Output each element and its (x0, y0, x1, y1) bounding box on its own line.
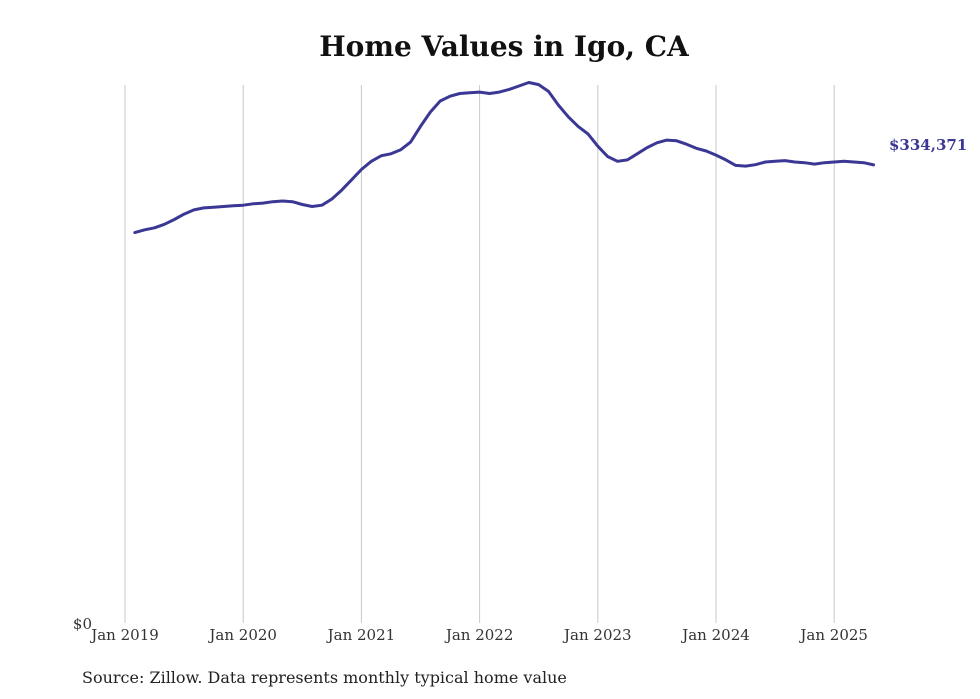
x-tick-label: Jan 2021 (326, 626, 396, 644)
y-tick-label: $0 (73, 615, 92, 633)
chart-title: Home Values in Igo, CA (319, 30, 689, 63)
x-tick-label: Jan 2024 (680, 626, 750, 644)
source-note: Source: Zillow. Data represents monthly … (82, 668, 567, 687)
x-tick-label: Jan 2022 (444, 626, 514, 644)
x-axis-ticks: Jan 2019 Jan 2020 Jan 2021 Jan 2022 Jan 2023… (89, 626, 868, 644)
grid-lines (124, 85, 835, 623)
series-line (133, 81, 876, 235)
x-tick-label: Jan 2023 (562, 626, 632, 644)
x-tick-label: Jan 2019 (89, 626, 159, 644)
end-value-label: $334,371 (889, 136, 967, 154)
x-tick-label: Jan 2025 (798, 626, 868, 644)
x-tick-label: Jan 2020 (207, 626, 277, 644)
